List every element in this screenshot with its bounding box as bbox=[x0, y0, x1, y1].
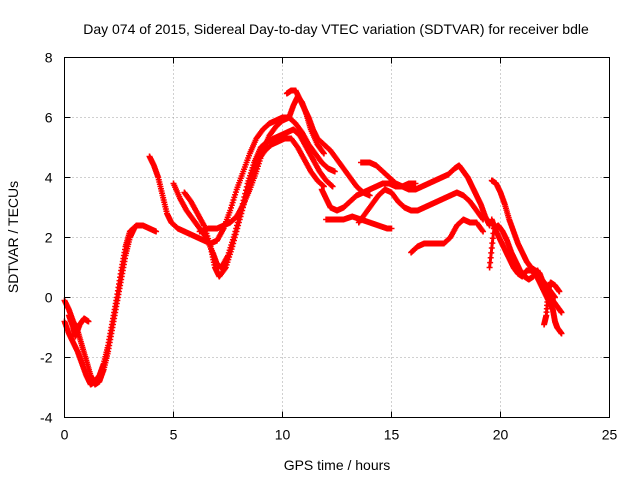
data-points bbox=[61, 222, 160, 388]
data-series bbox=[61, 87, 565, 388]
series-trace-3 bbox=[65, 312, 92, 340]
data-trace bbox=[410, 218, 485, 254]
x-tick-label: 15 bbox=[384, 427, 400, 443]
y-tick-label: 8 bbox=[45, 50, 53, 66]
grid bbox=[64, 57, 610, 418]
series-trace-17 bbox=[541, 279, 563, 328]
data-trace bbox=[320, 164, 491, 227]
y-tick-label: 0 bbox=[45, 290, 53, 306]
series-trace-12 bbox=[355, 186, 487, 226]
y-axis-label: SDTVAR / TECUs bbox=[5, 181, 21, 293]
data-trace bbox=[360, 161, 416, 188]
x-tick-label: 20 bbox=[493, 427, 509, 443]
data-trace bbox=[67, 314, 90, 338]
series-trace-2 bbox=[61, 225, 138, 388]
x-axis-label: GPS time / hours bbox=[284, 457, 391, 473]
y-tick-label: 2 bbox=[45, 230, 53, 246]
data-trace bbox=[286, 89, 371, 197]
series-trace-1 bbox=[61, 222, 160, 388]
data-trace bbox=[357, 188, 485, 224]
data-trace bbox=[148, 116, 336, 245]
series-trace-8 bbox=[283, 87, 373, 199]
x-tick-label: 10 bbox=[275, 427, 291, 443]
y-tick-label: -4 bbox=[40, 410, 53, 426]
y-tick-label: 6 bbox=[45, 110, 53, 126]
chart-title: Day 074 of 2015, Sidereal Day-to-day VTE… bbox=[83, 21, 589, 37]
series-trace-13 bbox=[408, 216, 487, 256]
x-tick-label: 0 bbox=[61, 427, 69, 443]
data-trace bbox=[490, 179, 563, 314]
data-trace bbox=[490, 218, 563, 335]
data-trace bbox=[542, 281, 561, 325]
x-tick-label: 25 bbox=[602, 427, 618, 443]
y-tick-label: 4 bbox=[45, 170, 53, 186]
x-tick-label: 5 bbox=[170, 427, 178, 443]
series-trace-11 bbox=[357, 159, 419, 190]
y-tick-label: -2 bbox=[40, 350, 53, 366]
axis-ticks: 0 5 10 15 20 25 -4 -2 0 2 4 6 8 bbox=[40, 50, 617, 443]
data-trace bbox=[488, 224, 557, 299]
series-trace-4 bbox=[146, 114, 338, 247]
